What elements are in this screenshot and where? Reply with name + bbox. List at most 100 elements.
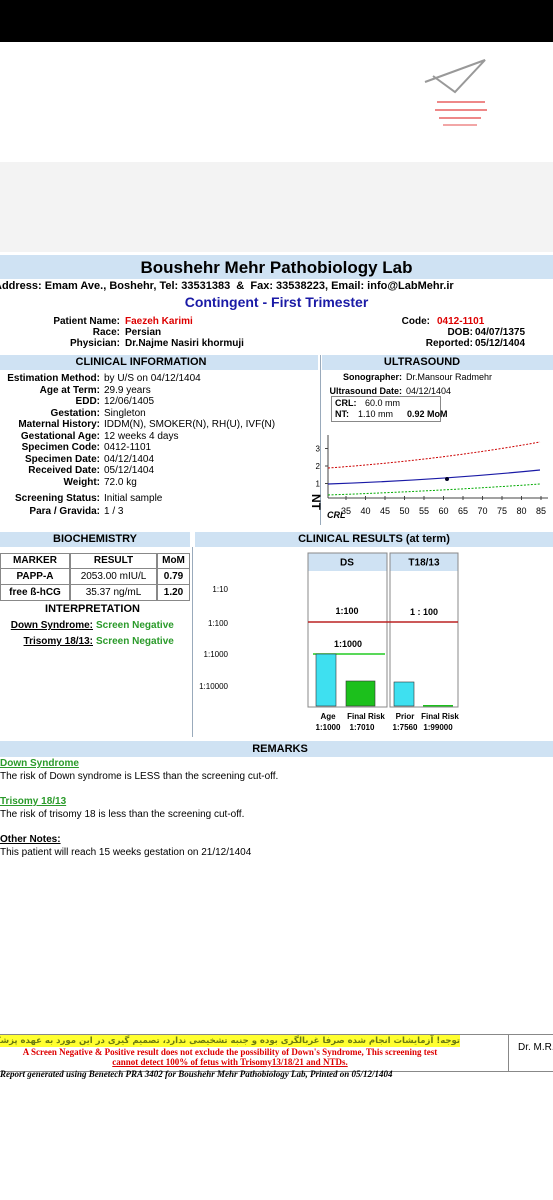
x-tick-label: 45: [380, 506, 390, 516]
cutoff-label: 1:1000: [334, 639, 362, 649]
bar-value: 1:7560: [393, 723, 418, 732]
bar-value: 1:7010: [350, 723, 375, 732]
value: 12/06/1405: [104, 396, 155, 407]
section-band: [0, 532, 190, 547]
bar-label: Final Risk: [421, 712, 459, 721]
value: Faezeh Karimi: [125, 316, 193, 327]
value: Dr.Najme Nasiri khormuji: [125, 338, 244, 349]
risk-bar: [345, 680, 376, 707]
section-title: REMARKS: [252, 743, 308, 755]
section-title: BIOCHEMISTRY: [53, 533, 137, 545]
scale-label: 1:100: [208, 619, 229, 628]
value: Dr.Mansour Radmehr: [406, 372, 493, 382]
cutoff-label: 1 : 100: [410, 607, 438, 617]
value: Screen Negative: [96, 636, 174, 647]
persian-note: توجه! آزمایشات انجام شده صرفا غربالگری ب…: [0, 1035, 460, 1047]
table-header: MARKER: [0, 553, 70, 569]
bar-label: Final Risk: [347, 712, 385, 721]
remark-heading: Other Notes:: [0, 834, 61, 845]
label: Maternal History:: [18, 419, 100, 430]
label: NT:: [335, 409, 349, 419]
report-subtitle: Contingent - First Trimester: [184, 294, 369, 310]
table-header: MoM: [157, 553, 190, 569]
x-tick-label: 70: [477, 506, 487, 516]
column-frame: [389, 552, 459, 708]
reference-curve: [327, 483, 541, 496]
y-axis-label: NT: [309, 494, 323, 511]
column-frame: [307, 552, 388, 708]
label: DOB:: [447, 327, 473, 338]
lab-title: Boushehr Mehr Pathobiology Lab: [140, 258, 413, 277]
x-tick-label: 35: [341, 506, 351, 516]
risk-bar: [423, 705, 453, 707]
value: Persian: [125, 327, 162, 338]
footer-box: [0, 1034, 553, 1072]
table-cell: 35.37 ng/mL: [70, 584, 157, 601]
section-title: CLINICAL RESULTS (at term): [298, 533, 450, 545]
value: 60.0 mm: [365, 398, 401, 408]
x-tick-label: 40: [360, 506, 370, 516]
reference-curve: [327, 469, 541, 485]
status-bar: [0, 0, 553, 42]
table-header: RESULT: [70, 553, 157, 569]
value: 1 / 3: [104, 506, 124, 517]
label: Age at Term:: [39, 385, 100, 396]
label: Trisomy 18/13:: [23, 636, 93, 647]
table-cell: 0.79: [157, 568, 190, 585]
label: EDD:: [75, 396, 100, 407]
bar-value: 1:1000: [316, 723, 341, 732]
value: IDDM(N), SMOKER(N), RH(U), IVF(N): [104, 419, 276, 430]
column-title: T18/13: [408, 558, 440, 569]
y-tick-label: 3: [316, 445, 321, 454]
value: 1.10 mm: [358, 409, 394, 419]
risk-bar: [393, 681, 415, 707]
divider: [508, 1034, 509, 1071]
table-cell: 2053.00 mIU/L: [70, 568, 157, 585]
x-tick-label: 60: [438, 506, 448, 516]
reference-curve: [327, 441, 541, 469]
value: 04/12/1404: [406, 386, 452, 396]
y-tick-label: 1: [316, 480, 321, 489]
value: Screen Negative: [96, 620, 174, 631]
value: 29.9 years: [104, 385, 151, 396]
nt-point: [445, 477, 449, 481]
scale-label: 1:10000: [199, 682, 228, 691]
cutoff-label: 1:100: [335, 606, 358, 616]
label: Race:: [92, 327, 120, 338]
x-tick-label: 50: [399, 506, 409, 516]
section-band: [322, 355, 553, 370]
label: Gestational Age:: [20, 431, 100, 442]
y-tick-label: 2: [316, 462, 321, 471]
bar-label: Prior: [396, 712, 415, 721]
value: 72.0 kg: [104, 477, 137, 488]
value: 12 weeks 4 days: [104, 431, 179, 442]
label: Received Date:: [28, 465, 100, 476]
label: Patient Name:: [53, 316, 120, 327]
value: 04/12/1404: [104, 454, 155, 465]
x-axis-label: CRL: [327, 510, 346, 520]
label: Down Syndrome:: [10, 620, 93, 631]
section-band: [0, 355, 318, 370]
value: 05/12/1404: [104, 465, 155, 476]
x-tick-label: 80: [516, 506, 526, 516]
label: CRL:: [335, 398, 357, 408]
disclaimer: A Screen Negative & Positive result does…: [22, 1047, 438, 1057]
label: Screening Status:: [14, 493, 100, 504]
value: Singleton: [104, 408, 146, 419]
risk-bar: [315, 653, 337, 707]
label: Specimen Code:: [21, 442, 100, 453]
signature: Dr. M.R.Farza: [518, 1042, 553, 1053]
scale-label: 1:10: [212, 585, 228, 594]
section-title: INTERPRETATION: [45, 603, 140, 615]
divider: [320, 355, 321, 525]
label: Specimen Date:: [24, 454, 100, 465]
column-header: [308, 553, 387, 571]
label: Gestation:: [50, 408, 100, 419]
scale-label: 1:1000: [204, 650, 229, 659]
column-title: DS: [340, 558, 354, 569]
column-header: [390, 553, 458, 571]
bar-value: 1:99000: [423, 723, 453, 732]
remark-text: The risk of trisomy 18 is less than the …: [0, 809, 245, 820]
remark-text: This patient will reach 15 weeks gestati…: [0, 847, 252, 858]
